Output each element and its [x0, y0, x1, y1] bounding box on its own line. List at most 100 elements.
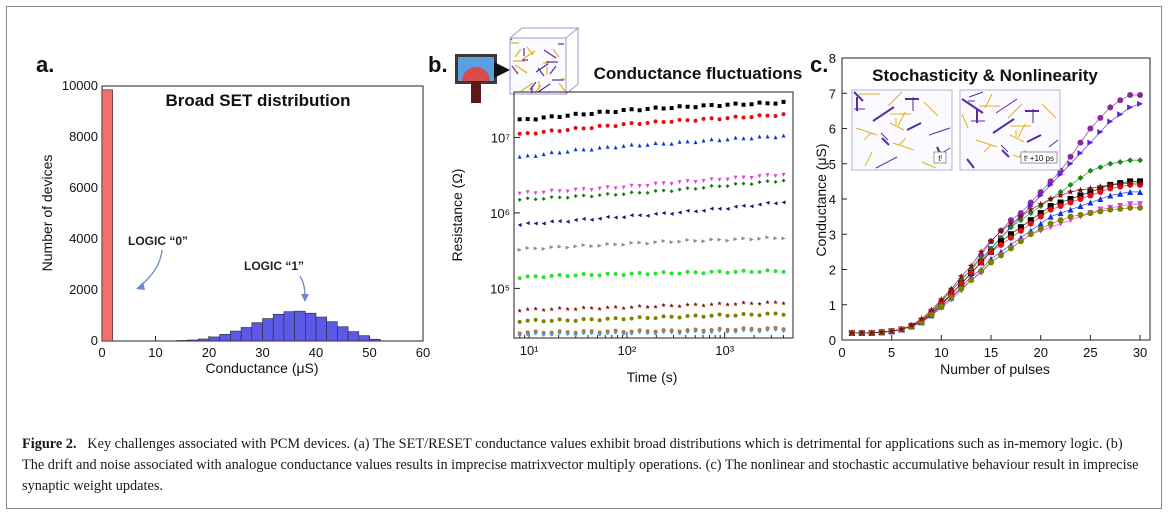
data-point — [685, 313, 690, 318]
data-point — [733, 114, 738, 119]
panel-a-xlabel: Conductance (μS) — [205, 360, 318, 376]
data-point — [669, 314, 674, 319]
data-point — [573, 147, 578, 152]
data-point — [725, 102, 730, 107]
data-point — [977, 248, 985, 255]
data-point — [581, 272, 586, 277]
data-point — [565, 306, 570, 311]
data-point — [1107, 160, 1114, 167]
data-point — [1017, 213, 1025, 220]
data-point — [661, 120, 666, 125]
data-point — [549, 332, 554, 337]
figure-caption-text: Key challenges associated with PCM devic… — [22, 436, 1139, 494]
data-point — [669, 303, 674, 308]
data-point — [581, 147, 586, 152]
data-point — [525, 221, 530, 226]
data-point — [1127, 204, 1134, 211]
series-line — [851, 203, 1141, 334]
data-point — [781, 301, 786, 306]
data-point — [1007, 231, 1014, 238]
data-point — [1007, 234, 1014, 241]
data-point — [757, 269, 762, 274]
data-point — [717, 138, 722, 143]
data-point — [637, 271, 642, 276]
data-point — [589, 126, 594, 131]
data-point — [1037, 210, 1044, 217]
data-point — [597, 332, 602, 337]
data-point — [868, 329, 876, 336]
data-point — [549, 306, 554, 312]
data-point — [549, 188, 554, 193]
data-point — [741, 268, 746, 273]
data-point — [669, 106, 674, 111]
data-point — [1136, 179, 1144, 186]
data-point — [629, 240, 634, 245]
data-point — [701, 185, 706, 190]
data-point — [541, 129, 546, 134]
data-point — [1027, 203, 1034, 210]
data-point — [1027, 206, 1035, 213]
data-point — [741, 175, 746, 180]
data-point — [1057, 191, 1064, 199]
data-point — [637, 330, 642, 335]
data-point — [573, 187, 578, 192]
data-point — [557, 189, 562, 194]
x-tick-label: 40 — [309, 345, 323, 360]
data-point — [661, 239, 666, 244]
data-point — [629, 190, 634, 195]
annotation-logic-0-arrow — [139, 249, 163, 287]
data-point — [1087, 125, 1094, 132]
data-point — [581, 243, 586, 248]
data-point — [1087, 184, 1094, 192]
data-point — [693, 302, 698, 307]
data-point — [1027, 217, 1034, 224]
annotation-logic-1: LOGIC “1” — [244, 259, 304, 273]
data-point — [781, 328, 786, 333]
histogram-bar — [101, 89, 113, 342]
data-point — [701, 314, 706, 319]
data-point — [741, 115, 746, 120]
data-point — [749, 182, 754, 187]
data-point — [621, 317, 626, 322]
data-point — [605, 241, 610, 246]
data-point — [1047, 203, 1054, 210]
x-tick-label: 50 — [362, 345, 376, 360]
data-point — [1067, 196, 1074, 202]
data-point — [757, 113, 762, 118]
x-tick-label: 10 — [148, 345, 162, 360]
x-tick-label: 5 — [888, 345, 895, 360]
data-point — [525, 306, 530, 312]
histogram-bar — [262, 318, 274, 342]
data-point — [557, 272, 562, 277]
panel-c-label: c. — [810, 52, 828, 77]
data-point — [565, 245, 570, 250]
data-point — [765, 179, 770, 184]
data-point — [1067, 160, 1074, 167]
data-point — [661, 329, 666, 334]
data-point — [557, 317, 562, 322]
data-point — [549, 318, 554, 323]
data-point — [581, 126, 586, 131]
data-point — [938, 303, 945, 310]
data-point — [1087, 188, 1094, 195]
data-point — [749, 312, 754, 317]
data-point — [733, 135, 738, 140]
data-point — [1077, 196, 1084, 202]
data-point — [669, 240, 674, 245]
data-point — [987, 237, 995, 245]
data-point — [621, 143, 626, 148]
inset-1-label: tᴵ — [938, 154, 942, 163]
data-point — [1127, 201, 1134, 208]
data-point — [605, 144, 610, 149]
data-point — [645, 331, 650, 336]
data-point — [781, 269, 786, 274]
data-point — [525, 196, 530, 201]
panel-a-label: a. — [36, 52, 54, 77]
data-point — [661, 181, 666, 186]
data-point — [581, 193, 586, 198]
data-point — [685, 118, 690, 123]
data-point — [733, 175, 738, 180]
data-point — [968, 270, 975, 277]
data-point — [613, 330, 618, 335]
data-point — [573, 332, 578, 337]
